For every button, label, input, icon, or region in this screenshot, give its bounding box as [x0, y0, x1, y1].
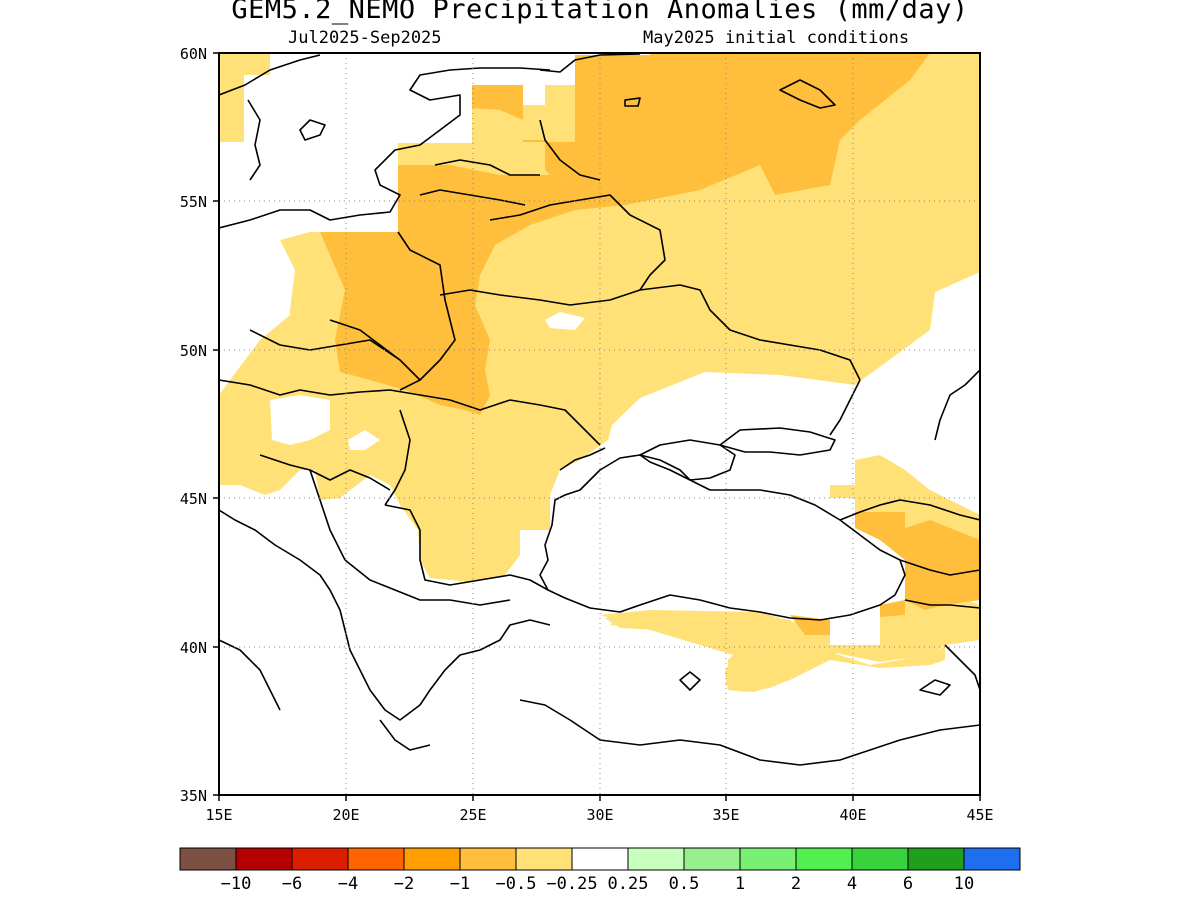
colorbar-label: 0.25 [608, 874, 649, 894]
colorbar-swatch [571, 847, 629, 871]
colorbar-label: −6 [282, 874, 302, 894]
lon-tick-label: 35E [712, 806, 739, 824]
lat-tick-label: 55N [180, 193, 207, 211]
colorbar-swatch [459, 847, 517, 871]
lon-tick-label: 45E [966, 806, 993, 824]
colorbar-swatch [179, 847, 237, 871]
colorbar-swatch [347, 847, 405, 871]
colorbar-label: 2 [791, 874, 801, 894]
grid-lines [219, 53, 980, 795]
lat-tick-labels: 60N 55N 50N 45N 40N 35N [180, 45, 207, 805]
colorbar-label: 0.5 [669, 874, 700, 894]
lon-tick-labels: 15E 20E 25E 30E 35E 40E 45E [205, 806, 993, 824]
lat-tick-label: 50N [180, 342, 207, 360]
colorbar-label: 4 [847, 874, 857, 894]
lon-tick-label: 25E [459, 806, 486, 824]
colorbar-label: −0.25 [546, 874, 597, 894]
colorbar-swatch [291, 847, 349, 871]
lat-tick-label: 45N [180, 490, 207, 508]
lat-tick-label: 35N [180, 787, 207, 805]
colorbar-label: −10 [221, 874, 252, 894]
colorbar [179, 847, 1021, 871]
colorbar-swatch [235, 847, 293, 871]
colorbar-label: −2 [394, 874, 414, 894]
colorbar-swatch [795, 847, 853, 871]
lon-tick-label: 30E [586, 806, 613, 824]
colorbar-label: −1 [450, 874, 470, 894]
anomaly-shading [219, 53, 980, 692]
colorbar-swatch [963, 847, 1021, 871]
colorbar-swatch [907, 847, 965, 871]
colorbar-label: −0.5 [496, 874, 537, 894]
colorbar-label: 10 [954, 874, 974, 894]
anomaly-light-dry-anatolia [728, 640, 945, 692]
colorbar-labels: −10 −6 −4 −2 −1 −0.5 −0.25 0.25 0.5 1 2 4 6 10 [221, 874, 975, 894]
colorbar-label: −4 [338, 874, 358, 894]
colorbar-swatch [851, 847, 909, 871]
lon-tick-label: 15E [205, 806, 232, 824]
colorbar-label: 1 [735, 874, 745, 894]
colorbar-swatch [739, 847, 797, 871]
initial-conditions: May2025 initial conditions [643, 28, 910, 48]
colorbar-swatch [683, 847, 741, 871]
lon-tick-label: 40E [839, 806, 866, 824]
axis-ticks [213, 52, 981, 801]
lat-tick-label: 60N [180, 45, 207, 63]
lon-tick-label: 20E [332, 806, 359, 824]
anomaly-light-dry-turkey [605, 612, 945, 660]
colorbar-label: 6 [903, 874, 913, 894]
anomaly-neutral-holes [219, 232, 880, 645]
colorbar-swatch [403, 847, 461, 871]
colorbar-swatch [515, 847, 573, 871]
map-title: GEM5.2_NEMO Precipitation Anomalies (mm/… [231, 0, 969, 25]
coastlines-borders [219, 53, 980, 766]
lat-tick-label: 40N [180, 639, 207, 657]
colorbar-swatch [627, 847, 685, 871]
forecast-period: Jul2025-Sep2025 [288, 28, 442, 48]
